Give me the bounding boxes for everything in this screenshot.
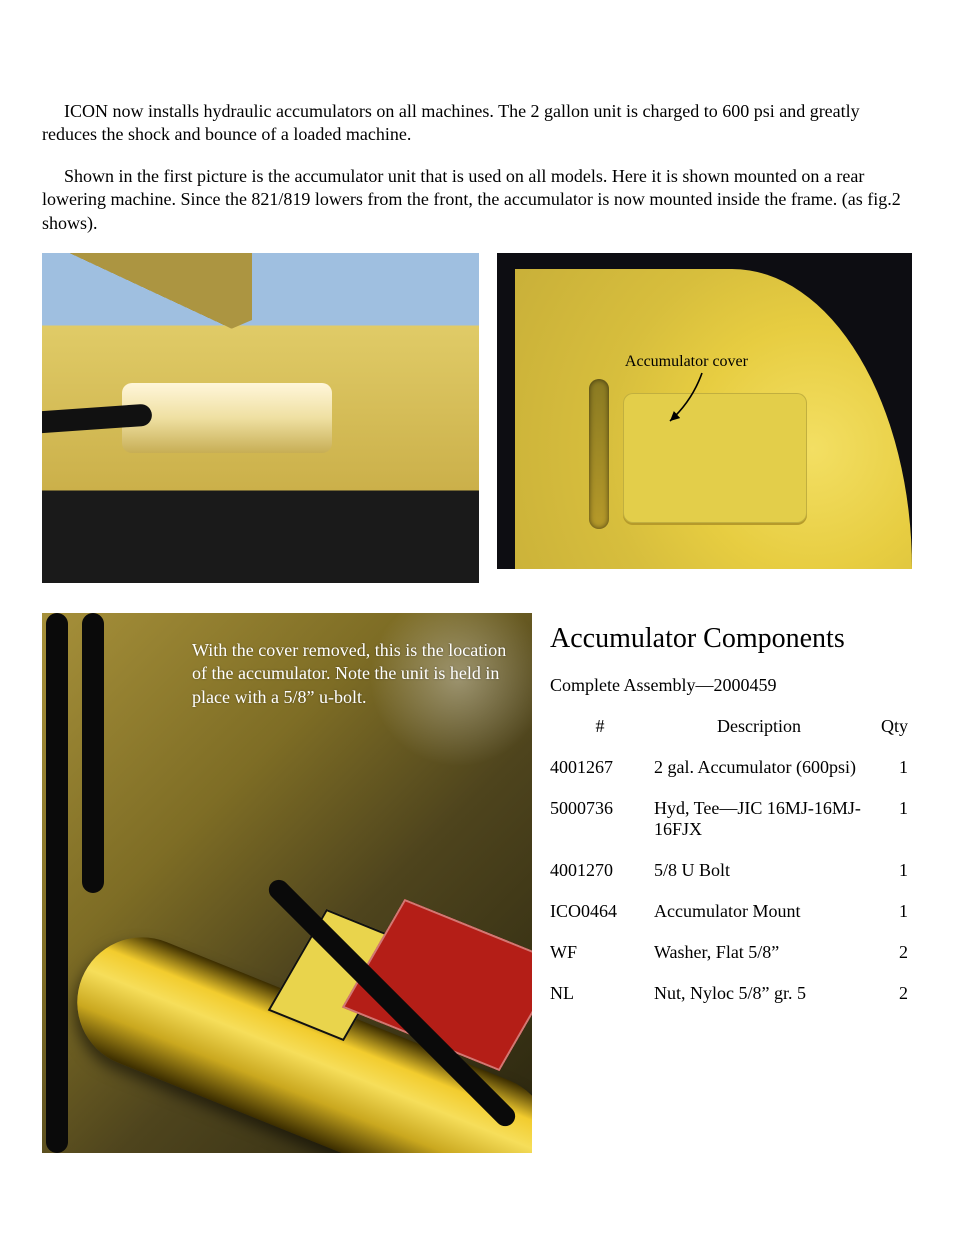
table-row: ICO0464 Accumulator Mount 1 [550, 901, 912, 942]
figure-2-wrapper: Accumulator cover [497, 253, 912, 569]
part-number: 5000736 [550, 798, 654, 860]
figure-2-slot [589, 379, 609, 529]
part-qty: 1 [868, 757, 912, 798]
parts-table: # Description Qty 4001267 2 gal. Accumul… [550, 716, 912, 1024]
part-description: Nut, Nyloc 5/8” gr. 5 [654, 983, 868, 1024]
part-description: 5/8 U Bolt [654, 860, 868, 901]
part-qty: 1 [868, 901, 912, 942]
figure-1-bracket-shape [42, 253, 252, 383]
part-qty: 1 [868, 798, 912, 860]
figure-2-annotation-arrow [652, 371, 732, 431]
complete-assembly-line: Complete Assembly—2000459 [550, 675, 912, 696]
components-section: Accumulator Components Complete Assembly… [550, 613, 912, 1024]
part-number: WF [550, 942, 654, 983]
table-row: 4001267 2 gal. Accumulator (600psi) 1 [550, 757, 912, 798]
part-description: Washer, Flat 5/8” [654, 942, 868, 983]
part-description: Accumulator Mount [654, 901, 868, 942]
part-number: 4001270 [550, 860, 654, 901]
table-row: NL Nut, Nyloc 5/8” gr. 5 2 [550, 983, 912, 1024]
intro-paragraph-1: ICON now installs hydraulic accumulators… [42, 100, 912, 147]
document-page: ICON now installs hydraulic accumulators… [0, 0, 954, 1213]
part-description: Hyd, Tee—JIC 16MJ-16MJ-16FJX [654, 798, 868, 860]
parts-table-header-row: # Description Qty [550, 716, 912, 757]
part-number: 4001267 [550, 757, 654, 798]
figure-1-accumulator-cylinder [122, 383, 332, 453]
figure-2-annotation-label: Accumulator cover [625, 353, 748, 371]
col-header-description: Description [654, 716, 868, 757]
figure-3-hose-left-2 [82, 613, 104, 893]
col-header-number: # [550, 716, 654, 757]
col-header-qty: Qty [868, 716, 912, 757]
part-qty: 2 [868, 983, 912, 1024]
intro-text-block: ICON now installs hydraulic accumulators… [42, 100, 912, 235]
top-image-row: Accumulator cover [42, 253, 912, 583]
part-qty: 1 [868, 860, 912, 901]
part-qty: 2 [868, 942, 912, 983]
lower-row: With the cover removed, this is the loca… [42, 613, 912, 1153]
table-row: WF Washer, Flat 5/8” 2 [550, 942, 912, 983]
figure-3-hose-left-1 [46, 613, 68, 1153]
table-row: 5000736 Hyd, Tee—JIC 16MJ-16MJ-16FJX 1 [550, 798, 912, 860]
figure-1-accumulator-mounted [42, 253, 479, 583]
intro-paragraph-2: Shown in the first picture is the accumu… [42, 165, 912, 235]
figure-3-caption: With the cover removed, this is the loca… [192, 639, 520, 709]
part-description: 2 gal. Accumulator (600psi) [654, 757, 868, 798]
table-row: 4001270 5/8 U Bolt 1 [550, 860, 912, 901]
figure-3-wrapper: With the cover removed, this is the loca… [42, 613, 532, 1153]
part-number: ICO0464 [550, 901, 654, 942]
components-heading: Accumulator Components [550, 623, 912, 655]
part-number: NL [550, 983, 654, 1024]
